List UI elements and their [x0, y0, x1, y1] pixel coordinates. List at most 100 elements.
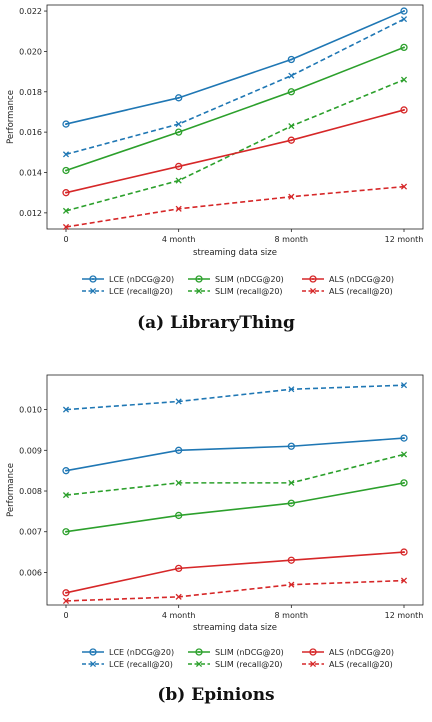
- x-marker-stroke: [62, 223, 70, 231]
- data-point: [400, 382, 408, 389]
- data-point: [62, 223, 70, 231]
- data-point-center: [65, 530, 67, 533]
- data-point: [287, 499, 295, 507]
- data-point: [400, 43, 408, 52]
- data-point-center: [198, 278, 200, 280]
- series-line: [65, 482, 405, 533]
- series-lce-ndcg-20: [62, 7, 408, 128]
- x-marker-stroke: [175, 205, 182, 212]
- y-tick-label: 0.016: [19, 128, 42, 137]
- data-point-center: [403, 481, 405, 484]
- data-point-center: [290, 559, 293, 562]
- x-marker-stroke: [288, 193, 295, 200]
- data-point: [62, 589, 70, 597]
- y-axis-label: Performance: [6, 90, 16, 144]
- series-als-recall-20: [62, 577, 408, 604]
- data-point: [288, 479, 295, 486]
- data-point: [309, 648, 317, 656]
- data-point: [89, 660, 97, 668]
- data-point: [288, 386, 295, 393]
- x-marker-stroke: [400, 382, 408, 389]
- series-line: [65, 10, 405, 125]
- data-point-center: [403, 10, 405, 13]
- data-point: [288, 581, 295, 588]
- x-marker-stroke: [400, 183, 408, 190]
- legend-entry: SLIM (recall@20): [188, 287, 283, 296]
- series-slim-ndcg-20: [62, 43, 408, 175]
- data-point-center: [403, 46, 405, 49]
- data-point-center: [65, 191, 67, 194]
- data-point: [288, 193, 295, 200]
- data-point: [400, 106, 408, 114]
- data-point: [89, 275, 97, 283]
- data-point: [62, 467, 70, 475]
- data-point-center: [65, 123, 67, 126]
- legend-label: ALS (recall@20): [329, 287, 393, 296]
- y-tick-label: 0.009: [19, 446, 42, 455]
- x-marker-stroke: [400, 451, 408, 458]
- data-point-center: [65, 469, 67, 472]
- legend-entry: ALS (nDCG@20): [302, 648, 394, 657]
- x-marker-stroke: [288, 581, 295, 588]
- data-point-center: [403, 108, 405, 111]
- data-point-center: [312, 651, 314, 653]
- data-point: [309, 660, 317, 668]
- x-marker-stroke: [89, 287, 97, 295]
- x-marker-stroke: [175, 398, 182, 405]
- series-line: [65, 579, 405, 602]
- data-point: [175, 398, 182, 405]
- series-line: [65, 109, 405, 194]
- x-tick-label: 8 month: [275, 235, 309, 244]
- x-marker-stroke: [400, 76, 408, 83]
- x-marker-stroke: [400, 16, 408, 23]
- data-point: [175, 593, 182, 600]
- data-point: [287, 55, 295, 64]
- y-tick-label: 0.018: [19, 88, 42, 97]
- x-marker-stroke: [62, 492, 70, 499]
- data-point: [309, 287, 317, 295]
- data-point: [89, 648, 97, 656]
- x-axis-label: streaming data size: [193, 248, 277, 258]
- legend-entry: LCE (recall@20): [82, 660, 173, 669]
- data-point: [400, 434, 408, 442]
- data-point-center: [403, 551, 405, 554]
- x-tick-label: 4 month: [162, 235, 196, 244]
- series-slim-recall-20: [62, 76, 408, 214]
- x-marker-stroke: [62, 151, 70, 158]
- legend-entry: LCE (nDCG@20): [82, 648, 174, 657]
- data-point: [62, 597, 70, 604]
- legend-label: SLIM (nDCG@20): [215, 648, 284, 657]
- x-tick-label: 12 month: [385, 235, 424, 244]
- chart-librarything: 0.012 0.014 0.016 0.018 0.020 0.022 0 4 month 8 …: [6, 4, 424, 333]
- data-point: [89, 287, 97, 295]
- y-tick-label: 0.008: [19, 487, 42, 496]
- legend-entry: ALS (recall@20): [302, 660, 393, 669]
- data-point: [175, 94, 183, 102]
- x-marker-stroke: [175, 177, 182, 184]
- data-point: [62, 207, 70, 214]
- series-line: [65, 46, 405, 172]
- series-line: [65, 18, 405, 156]
- data-point: [175, 162, 183, 171]
- data-point: [400, 183, 408, 190]
- data-point: [400, 16, 408, 23]
- series-slim-recall-20: [62, 451, 408, 499]
- y-tick-label: 0.006: [19, 568, 42, 577]
- y-axis-label: Performance: [6, 463, 16, 517]
- data-point: [287, 88, 295, 96]
- data-point: [62, 189, 70, 197]
- data-point: [62, 120, 70, 128]
- data-point-center: [177, 96, 180, 99]
- data-point-center: [290, 502, 293, 505]
- plot-frame: [46, 4, 424, 230]
- data-point-center: [403, 437, 405, 440]
- data-point: [288, 123, 295, 130]
- data-point: [175, 128, 183, 136]
- series-als-ndcg-20: [62, 106, 408, 197]
- legend-label: LCE (recall@20): [109, 660, 173, 669]
- series-line: [65, 437, 405, 472]
- data-point-center: [92, 651, 94, 653]
- data-point: [62, 151, 70, 158]
- x-marker-stroke: [288, 479, 295, 486]
